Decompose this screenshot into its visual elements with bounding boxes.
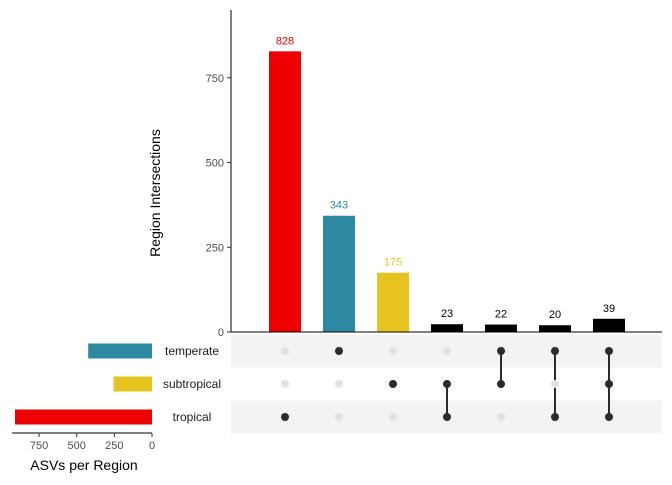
set-name-label: tropical (173, 410, 212, 424)
set-size-bars: temperate subtropical tropical (15, 343, 221, 425)
matrix-dot-active (281, 413, 289, 421)
intersection-bars: 828 343 175 23 22 20 39 (269, 35, 625, 333)
matrix-dot-active (443, 413, 451, 421)
y-tick-label: 500 (206, 158, 224, 170)
y-tick-label: 0 (218, 327, 224, 339)
matrix-dot-inactive (389, 347, 397, 355)
matrix-dot-active (443, 380, 451, 388)
matrix-dot-inactive (335, 380, 343, 388)
matrix-dot-active (497, 380, 505, 388)
matrix-dot-active (605, 347, 613, 355)
matrix-dot-active (551, 413, 559, 421)
matrix-dot-inactive (335, 413, 343, 421)
matrix-dot-inactive (389, 413, 397, 421)
set-size-tick-label: 0 (149, 440, 155, 452)
intersection-bar-label: 343 (330, 200, 348, 212)
intersection-bar-label: 175 (384, 257, 402, 269)
set-size-bar (113, 376, 152, 392)
intersection-bar-label: 22 (495, 309, 507, 321)
intersection-bar (539, 325, 571, 332)
intersection-bar-label: 828 (276, 35, 294, 47)
y-tick-label: 250 (206, 242, 224, 254)
matrix-dot-active (335, 347, 343, 355)
matrix-dot-inactive (551, 380, 559, 388)
intersection-bar (485, 324, 517, 332)
matrix-dot-active (605, 380, 613, 388)
matrix-dot-inactive (281, 380, 289, 388)
y-tick-label: 750 (206, 73, 224, 85)
intersection-matrix (281, 347, 613, 421)
set-size-tick-label: 500 (68, 440, 86, 452)
matrix-dot-inactive (281, 347, 289, 355)
set-size-bar (15, 409, 152, 425)
intersection-bar (431, 324, 463, 332)
matrix-dot-active (551, 347, 559, 355)
matrix-dot-active (605, 413, 613, 421)
matrix-dot-active (389, 380, 397, 388)
set-size-tick-label: 250 (105, 440, 123, 452)
set-size-axis-title: ASVs per Region (30, 457, 137, 473)
intersection-bar (269, 51, 301, 333)
set-size-bar (88, 343, 152, 359)
set-size-axis: 750 500 250 0 (12, 432, 155, 452)
set-size-tick-label: 750 (30, 440, 48, 452)
matrix-dot-inactive (443, 347, 451, 355)
intersection-bar-label: 20 (549, 309, 561, 321)
set-name-label: temperate (165, 344, 219, 358)
matrix-dot-inactive (497, 413, 505, 421)
intersection-bar (377, 272, 409, 332)
intersection-bar-label: 23 (441, 308, 453, 320)
intersection-axis: 0 250 500 750 (206, 10, 662, 339)
intersection-bar-label: 39 (603, 303, 615, 315)
y-axis-title: Region Intersections (147, 129, 163, 257)
intersection-bar (323, 215, 355, 332)
intersection-bar (593, 318, 625, 332)
set-name-label: subtropical (163, 377, 221, 391)
matrix-dot-active (497, 347, 505, 355)
